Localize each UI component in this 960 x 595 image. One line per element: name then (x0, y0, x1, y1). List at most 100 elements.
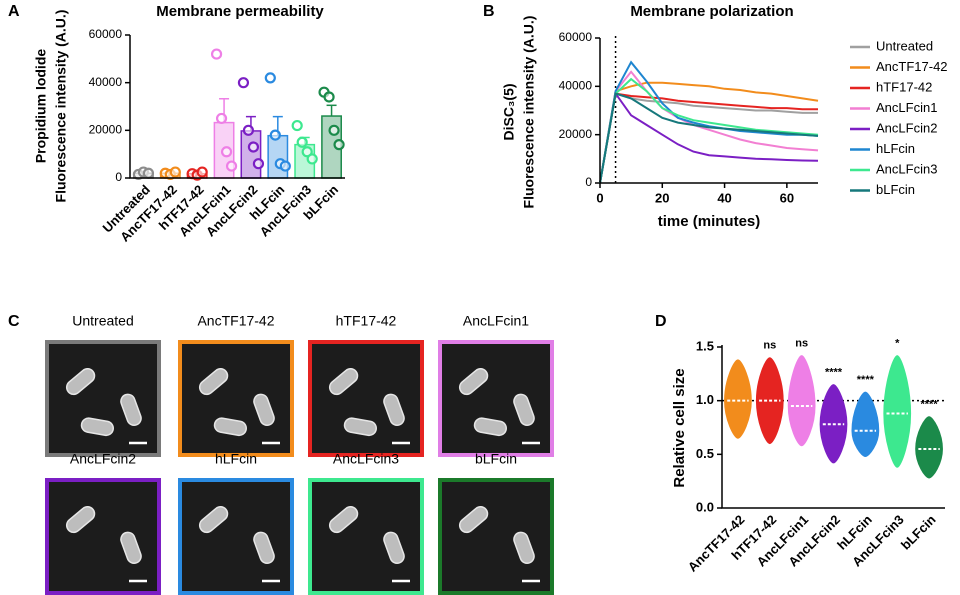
series-line (599, 92, 819, 184)
axis (721, 345, 945, 509)
y-axis-label: Fluorescence intensity (A.U.) (521, 16, 537, 209)
data-point (215, 112, 228, 125)
cell (513, 393, 535, 427)
x-tick-label: 60 (780, 190, 794, 205)
y-tick-label: 60000 (559, 30, 593, 44)
micrograph-label: AncLFcin3 (333, 451, 399, 467)
y-tick-label: 1.0 (696, 392, 714, 407)
cell (328, 506, 359, 534)
y-tick-label: 20000 (89, 123, 123, 137)
cell (383, 531, 405, 565)
micrograph (438, 340, 554, 457)
micrograph-label: hTF17-42 (336, 313, 397, 329)
series-line (599, 70, 819, 184)
data-point (301, 146, 313, 158)
y-axis-label: Fluorescence intensity (A.U.) (53, 10, 69, 203)
legend-label: AncLFcin2 (876, 120, 937, 135)
x-tick-label: 0 (596, 190, 603, 205)
panel-label: A (8, 3, 20, 20)
micrograph-label: hLFcin (215, 451, 257, 467)
y-tick-label: 60000 (89, 27, 123, 41)
data-point (142, 167, 155, 179)
micrograph (45, 478, 161, 595)
cell (120, 393, 142, 427)
legend-label: hLFcin (876, 141, 915, 156)
cell (198, 368, 229, 396)
cell (473, 417, 508, 437)
chart-title: Membrane polarization (630, 3, 793, 20)
panel-label: C (8, 313, 20, 330)
x-tick-label: bLFcin (898, 512, 939, 553)
cell (198, 506, 229, 534)
significance-label: * (895, 337, 900, 349)
y-tick-label: 0 (115, 170, 122, 184)
y-tick-label: 1.5 (696, 338, 714, 353)
legend-label: Untreated (876, 38, 933, 53)
cell (253, 531, 275, 565)
significance-label: **** (857, 374, 875, 386)
cell (383, 393, 405, 427)
micrograph-label: AncLFcin1 (463, 313, 529, 329)
micrograph (438, 478, 554, 595)
data-point (225, 160, 238, 172)
micrograph-label: AncLFcin2 (70, 451, 136, 467)
x-tick-label: 20 (655, 190, 669, 205)
significance-label: ns (795, 337, 808, 349)
series-line (599, 92, 818, 184)
cell (120, 531, 142, 565)
data-point (196, 166, 208, 178)
legend-label: AncLFcin3 (876, 161, 937, 176)
series-line (599, 81, 819, 184)
y-tick-label: 40000 (89, 75, 123, 89)
data-point (279, 160, 291, 172)
panel-label: B (483, 3, 495, 20)
y-tick-label: 0.0 (696, 499, 714, 514)
legend-label: bLFcin (876, 182, 915, 197)
cell (80, 417, 115, 437)
axis (599, 38, 818, 184)
cell (458, 506, 489, 534)
data-point (242, 124, 255, 136)
y-axis-label: DiSC₃(5) (501, 83, 517, 140)
micrograph-label: Untreated (72, 313, 133, 329)
significance-label: ns (763, 340, 776, 352)
y-tick-label: 0 (585, 175, 592, 189)
data-point (247, 141, 260, 153)
legend-label: AncLFcin1 (876, 100, 937, 115)
cell (253, 393, 275, 427)
data-point (328, 124, 340, 136)
x-tick-label: 40 (717, 190, 731, 205)
data-point (323, 91, 335, 103)
cell (328, 368, 359, 396)
cell (65, 368, 96, 396)
significance-label: **** (921, 399, 939, 411)
data-point (169, 166, 181, 178)
series-line (599, 77, 819, 184)
legend-label: hTF17-42 (876, 79, 932, 94)
cell (213, 417, 248, 437)
micrograph (178, 340, 294, 457)
cell (513, 531, 535, 565)
violin-body (915, 416, 943, 479)
cell (343, 417, 378, 437)
micrograph-label: bLFcin (475, 451, 517, 467)
cell (65, 506, 96, 534)
violin-body (724, 359, 752, 439)
cell (458, 368, 489, 396)
axis (129, 35, 345, 179)
legend-label: AncTF17-42 (876, 59, 948, 74)
data-point (264, 72, 276, 84)
micrograph (45, 340, 161, 457)
y-axis-label: Relative cell size (671, 368, 688, 487)
micrograph (178, 478, 294, 595)
violin-body (787, 355, 816, 447)
y-tick-label: 20000 (559, 127, 593, 141)
series-line (599, 92, 818, 184)
y-axis-label: Propidium Iodide (33, 49, 49, 164)
chart-title: Membrane permeability (156, 3, 324, 20)
panel-label: D (655, 313, 667, 330)
violin-body (883, 355, 912, 468)
series-line (599, 91, 819, 184)
data-point (252, 158, 265, 170)
